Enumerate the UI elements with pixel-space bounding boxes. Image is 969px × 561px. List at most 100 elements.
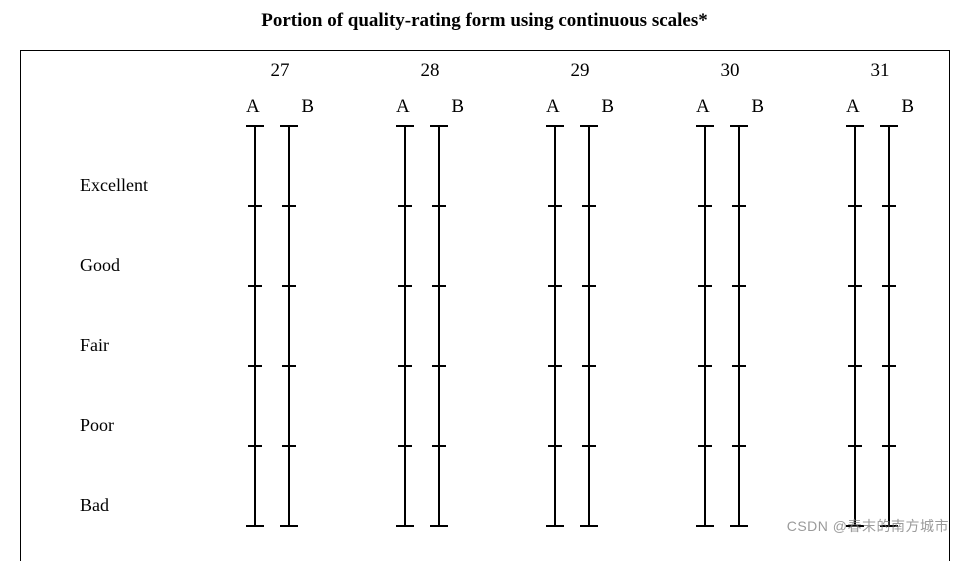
tick bbox=[732, 445, 746, 447]
tick bbox=[732, 365, 746, 367]
tick bbox=[548, 285, 562, 287]
tick bbox=[732, 285, 746, 287]
scale-a bbox=[404, 126, 406, 526]
ab-header: AB bbox=[240, 96, 320, 124]
rating-label: Good bbox=[80, 255, 120, 276]
sublabel-b: B bbox=[601, 96, 614, 124]
rating-label: Fair bbox=[80, 335, 109, 356]
tick bbox=[582, 285, 596, 287]
tick bbox=[282, 285, 296, 287]
ab-header: AB bbox=[690, 96, 770, 124]
tick bbox=[396, 125, 414, 127]
scale-b bbox=[888, 126, 890, 526]
tick bbox=[282, 445, 296, 447]
sublabel-b: B bbox=[751, 96, 764, 124]
scale-b bbox=[438, 126, 440, 526]
tick bbox=[282, 365, 296, 367]
tick bbox=[398, 205, 412, 207]
tick bbox=[546, 525, 564, 527]
tick bbox=[730, 125, 748, 127]
scale-pair bbox=[390, 126, 470, 526]
tick bbox=[698, 365, 712, 367]
tick bbox=[398, 365, 412, 367]
tick bbox=[582, 365, 596, 367]
scale-b bbox=[588, 126, 590, 526]
tick bbox=[280, 125, 298, 127]
rating-label: Excellent bbox=[80, 175, 148, 196]
page-title: Portion of quality-rating form using con… bbox=[0, 10, 969, 32]
tick bbox=[248, 445, 262, 447]
scale-column: 31AB bbox=[840, 60, 920, 526]
tick bbox=[248, 365, 262, 367]
tick bbox=[548, 365, 562, 367]
tick bbox=[582, 205, 596, 207]
scale-a bbox=[254, 126, 256, 526]
sublabel-a: A bbox=[546, 96, 560, 124]
tick bbox=[730, 525, 748, 527]
scale-a bbox=[704, 126, 706, 526]
sublabel-a: A bbox=[846, 96, 860, 124]
tick bbox=[848, 445, 862, 447]
scale-column: 29AB bbox=[540, 60, 620, 526]
tick bbox=[848, 205, 862, 207]
scale-column: 28AB bbox=[390, 60, 470, 526]
column-number: 29 bbox=[540, 60, 620, 90]
scale-pair bbox=[840, 126, 920, 526]
scale-column: 30AB bbox=[690, 60, 770, 526]
sublabel-a: A bbox=[396, 96, 410, 124]
sublabel-b: B bbox=[451, 96, 464, 124]
ab-header: AB bbox=[840, 96, 920, 124]
ab-header: AB bbox=[540, 96, 620, 124]
tick bbox=[432, 285, 446, 287]
tick bbox=[582, 445, 596, 447]
sublabel-a: A bbox=[246, 96, 260, 124]
tick bbox=[430, 125, 448, 127]
scale-pair bbox=[690, 126, 770, 526]
rating-label: Poor bbox=[80, 415, 114, 436]
scale-b bbox=[288, 126, 290, 526]
tick bbox=[398, 445, 412, 447]
sublabel-b: B bbox=[901, 96, 914, 124]
tick bbox=[282, 205, 296, 207]
tick bbox=[882, 285, 896, 287]
tick bbox=[396, 525, 414, 527]
tick bbox=[880, 125, 898, 127]
tick bbox=[696, 125, 714, 127]
tick bbox=[848, 365, 862, 367]
tick bbox=[432, 365, 446, 367]
tick bbox=[398, 285, 412, 287]
tick bbox=[882, 445, 896, 447]
scale-b bbox=[738, 126, 740, 526]
tick bbox=[698, 285, 712, 287]
tick bbox=[698, 205, 712, 207]
watermark-text: CSDN @春末的南方城市 bbox=[787, 516, 949, 536]
tick bbox=[280, 525, 298, 527]
tick bbox=[246, 125, 264, 127]
tick bbox=[696, 525, 714, 527]
page: Portion of quality-rating form using con… bbox=[0, 0, 969, 561]
sublabel-a: A bbox=[696, 96, 710, 124]
column-number: 27 bbox=[240, 60, 320, 90]
column-number: 31 bbox=[840, 60, 920, 90]
scale-pair bbox=[540, 126, 620, 526]
tick bbox=[580, 525, 598, 527]
tick bbox=[882, 205, 896, 207]
scale-column: 27AB bbox=[240, 60, 320, 526]
tick bbox=[548, 445, 562, 447]
tick bbox=[848, 285, 862, 287]
column-number: 28 bbox=[390, 60, 470, 90]
scale-pair bbox=[240, 126, 320, 526]
scale-a bbox=[554, 126, 556, 526]
tick bbox=[246, 525, 264, 527]
tick bbox=[732, 205, 746, 207]
tick bbox=[248, 205, 262, 207]
tick bbox=[882, 365, 896, 367]
ab-header: AB bbox=[390, 96, 470, 124]
scale-a bbox=[854, 126, 856, 526]
tick bbox=[248, 285, 262, 287]
rating-label: Bad bbox=[80, 495, 109, 516]
sublabel-b: B bbox=[301, 96, 314, 124]
scale-columns: 27AB28AB29AB30AB31AB bbox=[240, 60, 940, 550]
tick bbox=[432, 205, 446, 207]
tick bbox=[432, 445, 446, 447]
